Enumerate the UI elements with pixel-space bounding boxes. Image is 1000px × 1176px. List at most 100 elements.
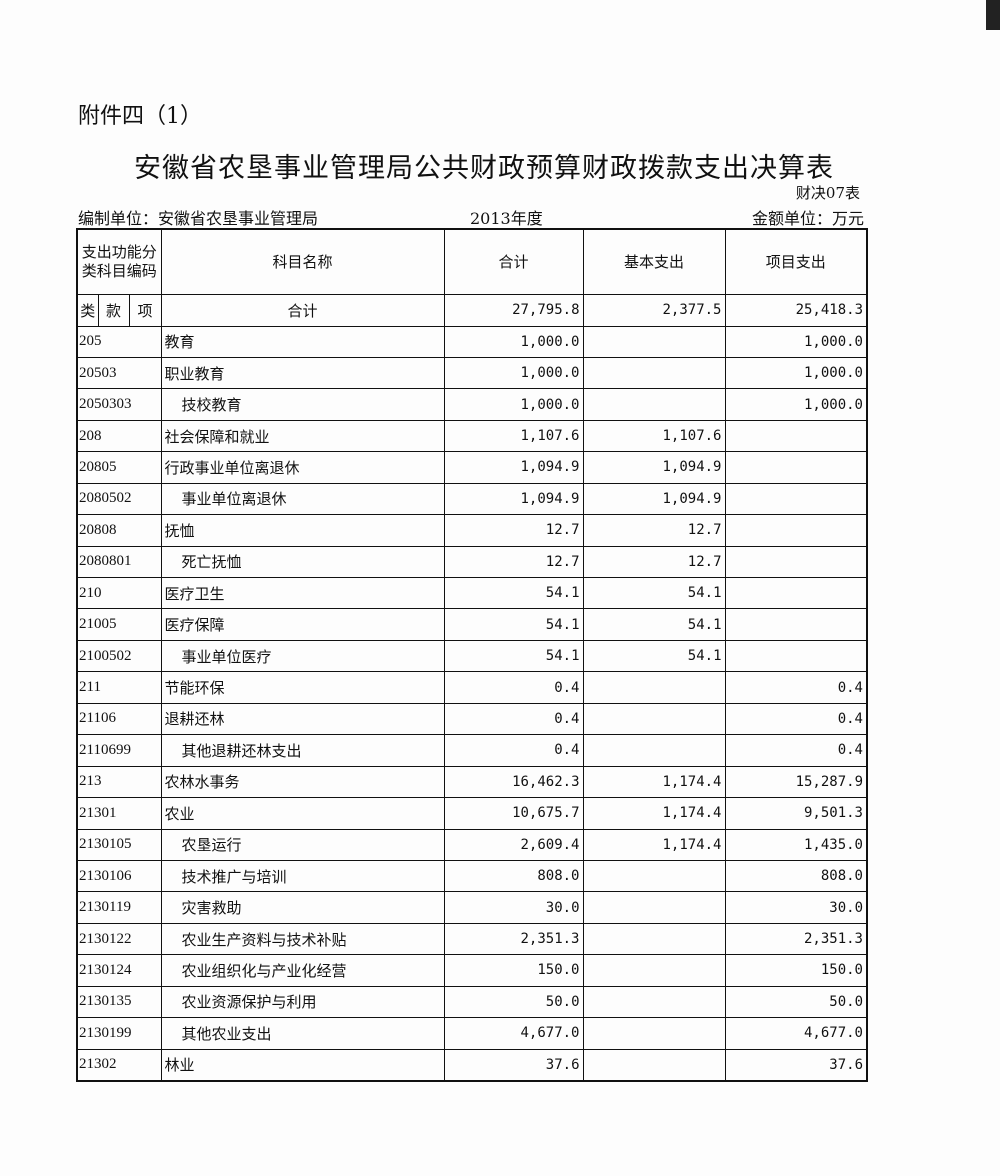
- row-project: [724, 639, 868, 673]
- row-name: 技术推广与培训: [160, 859, 445, 893]
- row-total: 2,351.3: [443, 922, 584, 956]
- row-total: 54.1: [443, 639, 584, 673]
- row-code: 213: [76, 765, 162, 799]
- table-row: 2050303 技校教育 1,000.0 1,000.0: [76, 388, 868, 421]
- row-code: 2130199: [76, 1017, 162, 1050]
- row-total: 808.0: [443, 859, 584, 893]
- row-basic: 54.1: [582, 639, 726, 673]
- table-row: 2130105 农垦运行 2,609.4 1,174.4 1,435.0: [76, 828, 868, 861]
- row-total: 0.4: [443, 734, 584, 767]
- row-name: 抚恤: [160, 514, 445, 547]
- row-total: 0.4: [443, 702, 584, 736]
- row-code: 208: [76, 419, 162, 453]
- row-project: [724, 419, 868, 453]
- row-basic: 12.7: [582, 545, 726, 579]
- row-code: 2130119: [76, 891, 162, 924]
- row-basic: 1,094.9: [582, 482, 726, 516]
- row-basic: [582, 891, 726, 924]
- row-basic: [582, 922, 726, 956]
- row-total: 1,094.9: [443, 451, 584, 484]
- row-basic: [582, 859, 726, 893]
- table-row: 205 教育 1,000.0 1,000.0: [76, 325, 868, 358]
- row-total: 1,000.0: [443, 356, 584, 390]
- table-row: 2130199 其他农业支出 4,677.0 4,677.0: [76, 1017, 868, 1050]
- row-total: 2,609.4: [443, 828, 584, 861]
- row-name: 职业教育: [160, 356, 445, 390]
- row-project: 1,000.0: [724, 356, 868, 390]
- row-project: [724, 451, 868, 484]
- row-code: 21106: [76, 702, 162, 736]
- compiling-unit: 编制单位：安徽省农垦事业管理局: [78, 209, 319, 228]
- total-name: 合计: [160, 293, 445, 327]
- row-project: 0.4: [724, 702, 868, 736]
- expenditure-table: 支出功能分类科目编码 科目名称 合计 基本支出 项目支出 类 款 项 合计 27…: [76, 228, 868, 1082]
- row-basic: [582, 1017, 726, 1050]
- row-code: 2130135: [76, 985, 162, 1019]
- header-lei: 类: [76, 293, 99, 327]
- row-total: 54.1: [443, 576, 584, 610]
- row-project: 30.0: [724, 891, 868, 924]
- row-basic: [582, 702, 726, 736]
- row-total: 37.6: [443, 1048, 584, 1082]
- row-name: 医疗保障: [160, 608, 445, 641]
- table-row: 2080502 事业单位离退休 1,094.9 1,094.9: [76, 482, 868, 516]
- document-title: 安徽省农垦事业管理局公共财政预算财政拨款支出决算表: [134, 153, 834, 184]
- table-row: 2130124 农业组织化与产业化经营 150.0 150.0: [76, 954, 868, 987]
- row-project: 1,000.0: [724, 325, 868, 358]
- row-basic: [582, 356, 726, 390]
- table-row: 213 农林水事务 16,462.3 1,174.4 15,287.9: [76, 765, 868, 799]
- header-row: 支出功能分类科目编码 科目名称 合计 基本支出 项目支出: [76, 228, 868, 295]
- row-total: 1,000.0: [443, 388, 584, 421]
- row-code: 2050303: [76, 388, 162, 421]
- row-project: 0.4: [724, 671, 868, 704]
- row-name: 医疗卫生: [160, 576, 445, 610]
- row-project: 2,351.3: [724, 922, 868, 956]
- row-total: 54.1: [443, 608, 584, 641]
- row-code: 211: [76, 671, 162, 704]
- row-basic: 1,107.6: [582, 419, 726, 453]
- row-name: 其他农业支出: [160, 1017, 445, 1050]
- row-code: 20808: [76, 514, 162, 547]
- row-project: [724, 482, 868, 516]
- row-code: 20805: [76, 451, 162, 484]
- row-total: 12.7: [443, 545, 584, 579]
- row-basic: [582, 954, 726, 987]
- table-row: 2100502 事业单位医疗 54.1 54.1: [76, 639, 868, 673]
- table-row: 2130119 灾害救助 30.0 30.0: [76, 891, 868, 924]
- row-project: [724, 514, 868, 547]
- row-basic: [582, 985, 726, 1019]
- row-code: 2100502: [76, 639, 162, 673]
- header-kuan: 款: [97, 293, 130, 327]
- table-row: 2110699 其他退耕还林支出 0.4 0.4: [76, 734, 868, 767]
- row-total: 150.0: [443, 954, 584, 987]
- row-project: 808.0: [724, 859, 868, 893]
- money-unit: 金额单位：万元: [751, 209, 864, 228]
- row-total: 30.0: [443, 891, 584, 924]
- fiscal-year: 2013年度: [470, 209, 543, 228]
- row-name: 事业单位离退休: [160, 482, 445, 516]
- header-total: 合计: [443, 228, 584, 295]
- row-basic: 54.1: [582, 576, 726, 610]
- row-basic: 12.7: [582, 514, 726, 547]
- row-name: 农业: [160, 797, 445, 830]
- row-name: 社会保障和就业: [160, 419, 445, 453]
- row-code: 2130106: [76, 859, 162, 893]
- row-code: 2130124: [76, 954, 162, 987]
- header-xiang: 项: [128, 293, 162, 327]
- row-basic: [582, 734, 726, 767]
- table-row: 2130106 技术推广与培训 808.0 808.0: [76, 859, 868, 893]
- row-project: 150.0: [724, 954, 868, 987]
- row-name: 节能环保: [160, 671, 445, 704]
- attachment-label: 附件四（1）: [78, 104, 202, 129]
- row-total: 1,094.9: [443, 482, 584, 516]
- header-basic: 基本支出: [582, 228, 726, 295]
- scan-edge-mark: [986, 0, 1000, 30]
- row-name: 行政事业单位离退休: [160, 451, 445, 484]
- header-code: 支出功能分类科目编码: [76, 228, 162, 295]
- row-project: 15,287.9: [724, 765, 868, 799]
- table-row: 2130122 农业生产资料与技术补贴 2,351.3 2,351.3: [76, 922, 868, 956]
- row-project: 4,677.0: [724, 1017, 868, 1050]
- row-name: 教育: [160, 325, 445, 358]
- table-row: 2080801 死亡抚恤 12.7 12.7: [76, 545, 868, 579]
